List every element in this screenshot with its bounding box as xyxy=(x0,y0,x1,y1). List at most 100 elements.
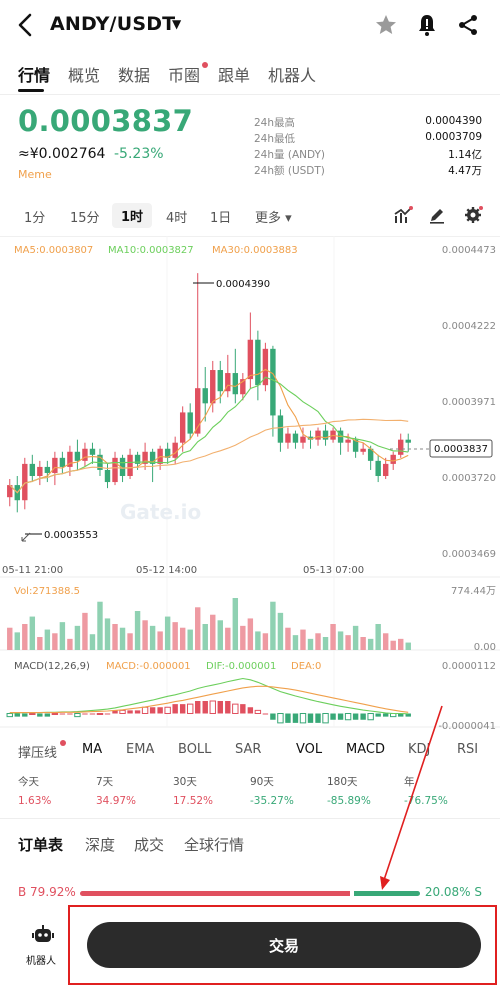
share-icon[interactable] xyxy=(456,13,480,37)
notification-dot xyxy=(60,740,66,746)
interval-1d[interactable]: 1日 xyxy=(210,211,232,226)
indicator-ma[interactable]: MA xyxy=(82,742,103,757)
bell-icon[interactable] xyxy=(415,13,439,37)
indicator-sar[interactable]: SAR xyxy=(235,742,262,757)
volume-bar xyxy=(157,631,163,650)
chart-grid xyxy=(0,236,500,728)
volume-bar xyxy=(134,611,141,650)
perf-value-today: 1.63% xyxy=(18,795,52,807)
trading-pair-title[interactable]: ANDY/USDT xyxy=(50,13,176,35)
macd-bar xyxy=(209,700,216,714)
volume-bar xyxy=(360,637,366,650)
interval-4h[interactable]: 4时 xyxy=(166,211,188,226)
tab-depth[interactable]: 深度 xyxy=(85,836,116,854)
candle xyxy=(44,466,51,473)
tab-coin-circle[interactable]: 币圈 xyxy=(168,66,201,85)
candle xyxy=(187,412,193,434)
perf-label-7d: 7天 xyxy=(96,776,114,788)
sell-ratio-bar xyxy=(353,891,420,896)
tab-data[interactable]: 数据 xyxy=(118,66,151,85)
volume-bar xyxy=(195,607,201,650)
kline-chart[interactable]: MA5:0.0003807 MA10:0.0003827 MA30:0.0003… xyxy=(0,236,500,741)
interval-15m[interactable]: 15分 xyxy=(70,211,100,226)
interval-more[interactable]: 更多 ▾ xyxy=(255,211,292,226)
volume-bar xyxy=(322,637,329,650)
tab-overview[interactable]: 概览 xyxy=(68,66,101,85)
candle xyxy=(67,451,73,467)
expand-icon[interactable] xyxy=(21,532,31,542)
annotation-highlight-box xyxy=(68,905,497,985)
volume-bar xyxy=(292,635,299,650)
volume-bar xyxy=(300,629,306,650)
volume-bar xyxy=(375,624,381,650)
indicator-chart-icon[interactable] xyxy=(393,205,413,225)
main-tabs: 行情 概览 数据 币圈 跟单 机器人 xyxy=(0,58,500,94)
macd-bar xyxy=(202,701,208,714)
tab-global-market[interactable]: 全球行情 xyxy=(184,836,245,854)
robot-label[interactable]: 机器人 xyxy=(26,956,56,967)
tab-market[interactable]: 行情 xyxy=(18,66,51,85)
macd-bar xyxy=(67,713,73,715)
candle xyxy=(307,436,314,440)
indicator-macd[interactable]: MACD xyxy=(346,742,385,757)
macd-bar xyxy=(360,713,366,720)
volume-bar xyxy=(255,631,261,650)
header-bar: ANDY/USDT ▼ xyxy=(0,0,500,52)
candle xyxy=(405,439,411,443)
fiat-price: ≈¥0.002764 xyxy=(18,146,106,162)
candle xyxy=(277,415,284,443)
macd-bar xyxy=(51,713,59,715)
volume-max: 774.44万 xyxy=(451,586,496,597)
volume-bar xyxy=(270,601,276,650)
tab-copy-trade[interactable]: 跟单 xyxy=(218,66,251,85)
volume-bar xyxy=(29,616,36,650)
candle xyxy=(37,466,43,476)
candle xyxy=(172,442,178,458)
indicator-rsi[interactable]: RSI xyxy=(457,742,479,757)
volume-bar xyxy=(315,633,321,650)
indicator-kdj[interactable]: KDJ xyxy=(408,742,431,757)
macd-bar xyxy=(254,709,262,714)
settings-gear-icon[interactable] xyxy=(463,205,483,225)
divider xyxy=(0,818,500,819)
macd-bar xyxy=(375,713,381,717)
perf-label-90d: 90天 xyxy=(250,776,274,788)
volume-bar xyxy=(172,622,178,650)
dif-line xyxy=(9,677,409,715)
candle-series xyxy=(7,273,411,513)
volume-bar xyxy=(225,627,231,650)
robot-icon[interactable] xyxy=(32,924,54,946)
volume-bar xyxy=(398,638,404,650)
perf-label-1y: 年 xyxy=(404,776,415,788)
macd-bar xyxy=(14,713,20,717)
caret-down-icon[interactable]: ▼ xyxy=(172,17,182,31)
interval-1m[interactable]: 1分 xyxy=(24,211,46,226)
perf-label-30d: 30天 xyxy=(173,776,197,788)
candle xyxy=(367,448,374,461)
interval-1h[interactable]: 1时 xyxy=(112,203,153,228)
tab-order-book[interactable]: 订单表 xyxy=(18,836,64,854)
candle xyxy=(29,463,36,476)
star-icon[interactable] xyxy=(374,13,398,37)
candle xyxy=(202,388,208,404)
indicator-ema[interactable]: EMA xyxy=(126,742,155,757)
indicator-boll[interactable]: BOLL xyxy=(178,742,212,757)
active-tab-indicator xyxy=(18,89,44,92)
indicator-vol[interactable]: VOL xyxy=(296,742,323,757)
time-tick: 05-13 07:00 xyxy=(303,565,364,576)
draw-pen-icon[interactable] xyxy=(427,205,447,225)
buy-ratio-bar xyxy=(80,891,350,896)
volume-bar xyxy=(104,618,111,650)
tab-trades[interactable]: 成交 xyxy=(134,836,165,854)
tab-bots[interactable]: 机器人 xyxy=(268,66,317,85)
perf-value-90d: -35.27% xyxy=(250,795,294,807)
trade-button[interactable]: 交易 xyxy=(87,922,481,968)
candle xyxy=(52,457,58,473)
category-tag[interactable]: Meme xyxy=(18,168,52,181)
volume-bar xyxy=(7,627,13,650)
stat-value-turnover: 4.47万 xyxy=(448,165,482,177)
current-price-tag: 0.0003837 xyxy=(434,444,488,455)
volume-bar xyxy=(307,638,314,650)
back-arrow-icon[interactable] xyxy=(14,12,38,38)
indicator-support-resistance[interactable]: 撑压线 xyxy=(18,746,58,761)
